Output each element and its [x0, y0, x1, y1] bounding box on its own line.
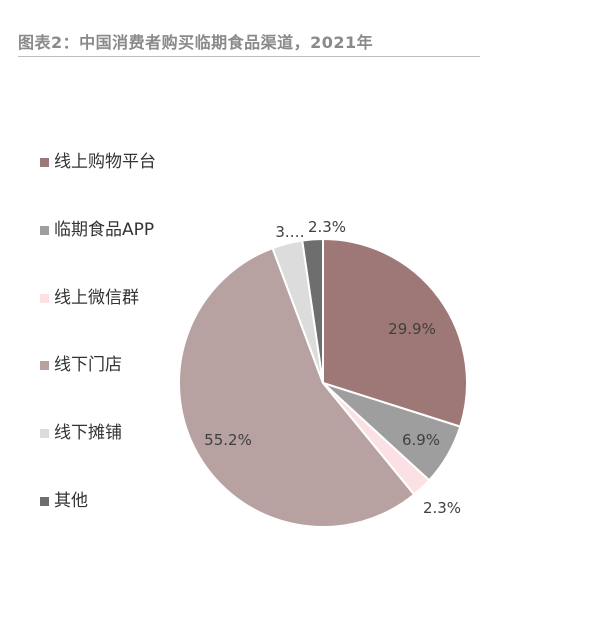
- pie-slice: [322, 237, 468, 428]
- legend-swatch: [40, 293, 49, 303]
- data-label: 6.9%: [402, 431, 440, 449]
- legend-label: 线下门店: [54, 355, 122, 376]
- chart-title: 图表2：中国消费者购买临期食品渠道，2021年: [18, 33, 374, 52]
- legend-item: 线下门店: [40, 353, 156, 421]
- legend-swatch: [40, 225, 49, 235]
- pie-slice: [301, 237, 324, 384]
- chart-legend: 线上购物平台 临期食品APP 线上微信群 线下门店 线下摊铺 其他: [40, 150, 156, 557]
- legend-label: 线下摊铺: [54, 423, 122, 444]
- legend-swatch: [40, 496, 49, 506]
- legend-swatch: [40, 361, 49, 371]
- title-divider: [18, 56, 480, 57]
- data-label: 29.9%: [388, 320, 436, 338]
- legend-item: 线上购物平台: [40, 150, 156, 218]
- pie-slices: [178, 237, 468, 528]
- legend-label: 其他: [54, 490, 88, 511]
- data-label: 3.…: [275, 223, 304, 241]
- data-label: 2.3%: [423, 499, 461, 517]
- legend-label: 线上购物平台: [54, 152, 156, 172]
- legend-item: 线上微信群: [40, 286, 156, 354]
- legend-item: 临期食品APP: [40, 218, 156, 286]
- legend-label: 临期食品APP: [54, 219, 155, 240]
- legend-swatch: [40, 158, 49, 167]
- legend-item: 线下摊铺: [40, 421, 156, 489]
- legend-item: 其他: [40, 489, 156, 557]
- data-label: 55.2%: [204, 431, 252, 449]
- pie-slice: [178, 246, 416, 528]
- data-label: 2.3%: [308, 218, 346, 236]
- legend-swatch: [40, 429, 49, 439]
- pie-data-labels: 29.9%6.9%2.3%55.2%3.… 2.3%: [204, 218, 461, 517]
- legend-label: 线上微信群: [54, 287, 139, 308]
